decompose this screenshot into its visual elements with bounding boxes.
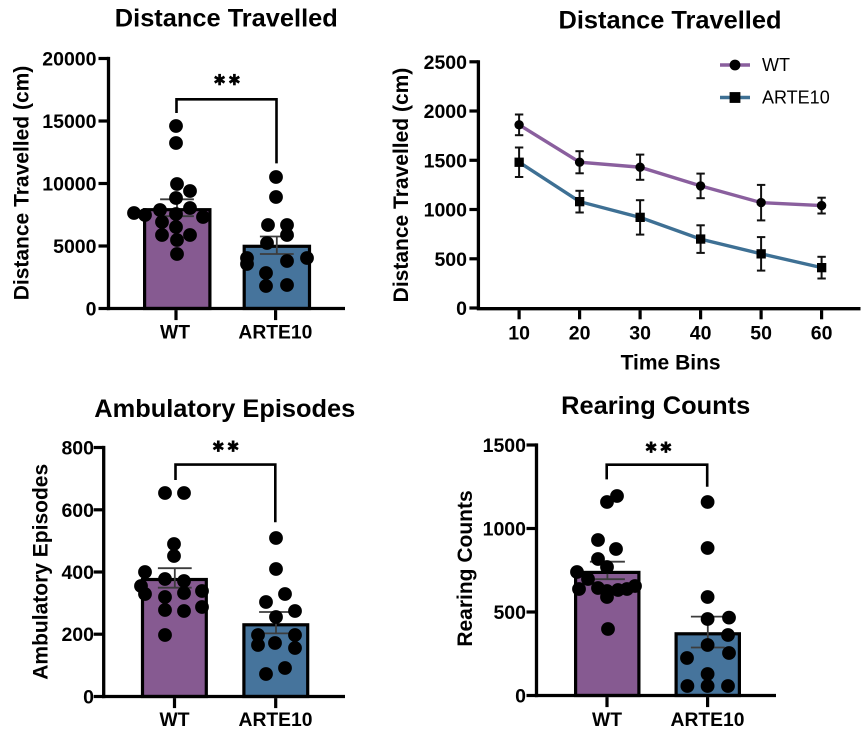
svg-text:WT: WT bbox=[160, 323, 190, 344]
svg-text:60: 60 bbox=[811, 322, 833, 344]
svg-text:1500: 1500 bbox=[483, 435, 527, 457]
svg-text:50: 50 bbox=[750, 322, 772, 344]
svg-text:1500: 1500 bbox=[424, 150, 468, 172]
svg-text:Distance Travelled (cm): Distance Travelled (cm) bbox=[11, 66, 34, 301]
svg-text:2500: 2500 bbox=[424, 52, 468, 74]
svg-text:Distance Travelled: Distance Travelled bbox=[559, 7, 782, 35]
svg-text:10: 10 bbox=[508, 322, 530, 344]
svg-text:20: 20 bbox=[569, 322, 591, 344]
svg-text:ARTE10: ARTE10 bbox=[238, 323, 312, 344]
svg-text:500: 500 bbox=[434, 249, 467, 271]
svg-text:Distance Travelled (cm): Distance Travelled (cm) bbox=[390, 68, 413, 303]
svg-text:0: 0 bbox=[456, 298, 467, 320]
svg-text:500: 500 bbox=[493, 602, 526, 624]
svg-text:ARTE10: ARTE10 bbox=[762, 88, 830, 108]
svg-text:0: 0 bbox=[86, 299, 97, 321]
svg-text:Time Bins: Time Bins bbox=[621, 352, 721, 375]
svg-text:Rearing Counts: Rearing Counts bbox=[454, 490, 477, 646]
svg-text:Rearing Counts: Rearing Counts bbox=[561, 392, 750, 420]
svg-text:10000: 10000 bbox=[42, 174, 96, 196]
svg-text:1000: 1000 bbox=[424, 200, 468, 222]
svg-text:WT: WT bbox=[762, 55, 790, 75]
svg-text:15000: 15000 bbox=[42, 111, 96, 133]
svg-text:WT: WT bbox=[592, 710, 622, 731]
svg-text:5000: 5000 bbox=[53, 236, 97, 258]
svg-text:20000: 20000 bbox=[42, 49, 96, 71]
svg-text:WT: WT bbox=[160, 710, 190, 731]
svg-text:Ambulatory Episodes: Ambulatory Episodes bbox=[94, 395, 355, 423]
svg-text:30: 30 bbox=[629, 322, 651, 344]
svg-text:600: 600 bbox=[61, 500, 94, 522]
svg-text:Distance Travelled: Distance Travelled bbox=[115, 4, 338, 32]
svg-text:0: 0 bbox=[515, 686, 526, 708]
svg-text:Ambulatory Episodes: Ambulatory Episodes bbox=[29, 464, 52, 680]
svg-text:800: 800 bbox=[61, 438, 94, 460]
svg-text:ARTE10: ARTE10 bbox=[239, 710, 313, 731]
svg-text:40: 40 bbox=[690, 322, 712, 344]
svg-text:0: 0 bbox=[83, 687, 94, 709]
svg-text:200: 200 bbox=[61, 624, 94, 646]
svg-text:ARTE10: ARTE10 bbox=[671, 710, 745, 731]
svg-text:400: 400 bbox=[61, 562, 94, 584]
svg-text:2000: 2000 bbox=[424, 101, 468, 123]
svg-text:1000: 1000 bbox=[483, 519, 527, 541]
